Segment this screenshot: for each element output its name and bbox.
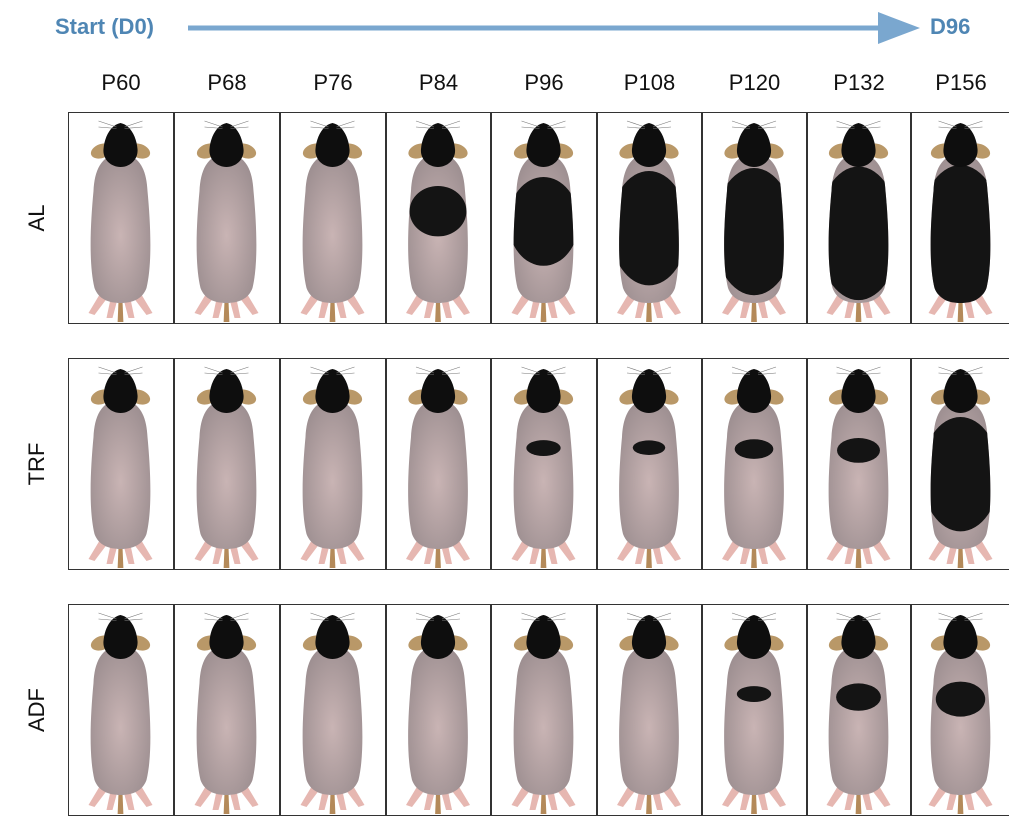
- column-label-p60: P60: [101, 70, 141, 95]
- mouse-photo-trf-p84: [386, 358, 491, 570]
- row-label-al: AL: [22, 168, 52, 268]
- mouse-photo-adf-p60: [68, 604, 174, 816]
- mouse-photo-al-p156: [911, 112, 1009, 324]
- mouse-photo-trf-p76: [280, 358, 386, 570]
- row-label-text: ADF: [24, 688, 49, 732]
- mouse-photo-adf-p96: [491, 604, 597, 816]
- column-label-p156: P156: [935, 70, 987, 95]
- timeline-arrow-icon: [188, 12, 920, 44]
- mouse-photo-al-p108: [597, 112, 702, 324]
- mouse-photo-adf-p156: [911, 604, 1009, 816]
- column-label-p132: P132: [833, 70, 885, 95]
- column-label-p68: P68: [207, 70, 247, 95]
- row-label-text: AL: [24, 204, 49, 232]
- mouse-photo-trf-p108: [597, 358, 702, 570]
- row-trf: [68, 358, 1009, 572]
- row-label-text: TRF: [24, 442, 49, 486]
- mouse-photo-al-p76: [280, 112, 386, 324]
- mouse-photo-trf-p156: [911, 358, 1009, 570]
- mouse-photo-adf-p84: [386, 604, 491, 816]
- mouse-photo-adf-p76: [280, 604, 386, 816]
- mouse-photo-al-p120: [702, 112, 807, 324]
- row-al: [68, 112, 1009, 326]
- mouse-photo-adf-p120: [702, 604, 807, 816]
- column-label-p84: P84: [418, 70, 459, 95]
- mouse-photo-al-p132: [807, 112, 911, 324]
- mouse-photo-trf-p120: [702, 358, 807, 570]
- timeline-end-label: D96: [930, 14, 971, 39]
- timeline-start-label: Start (D0): [55, 14, 155, 39]
- column-header: P60 P68 P76 P84 P96 P108 P120 P132 P156: [0, 66, 1009, 102]
- column-label-p108: P108: [623, 70, 676, 95]
- column-label-p76: P76: [313, 70, 353, 95]
- mouse-photo-al-p84: [386, 112, 491, 324]
- row-label-adf: ADF: [22, 660, 52, 760]
- column-label-p120: P120: [728, 70, 781, 95]
- mouse-photo-al-p68: [174, 112, 280, 324]
- mouse-photo-al-p96: [491, 112, 597, 324]
- mouse-photo-trf-p96: [491, 358, 597, 570]
- timeline-header: Start (D0) D96: [0, 0, 1009, 60]
- row-label-trf: TRF: [22, 414, 52, 514]
- mouse-photo-adf-p68: [174, 604, 280, 816]
- mouse-photo-al-p60: [68, 112, 174, 324]
- column-label-p96: P96: [524, 70, 564, 95]
- mouse-photo-adf-p132: [807, 604, 911, 816]
- row-adf: [68, 604, 1009, 818]
- mouse-photo-adf-p108: [597, 604, 702, 816]
- mouse-photo-trf-p68: [174, 358, 280, 570]
- mouse-photo-trf-p60: [68, 358, 174, 570]
- mouse-photo-trf-p132: [807, 358, 911, 570]
